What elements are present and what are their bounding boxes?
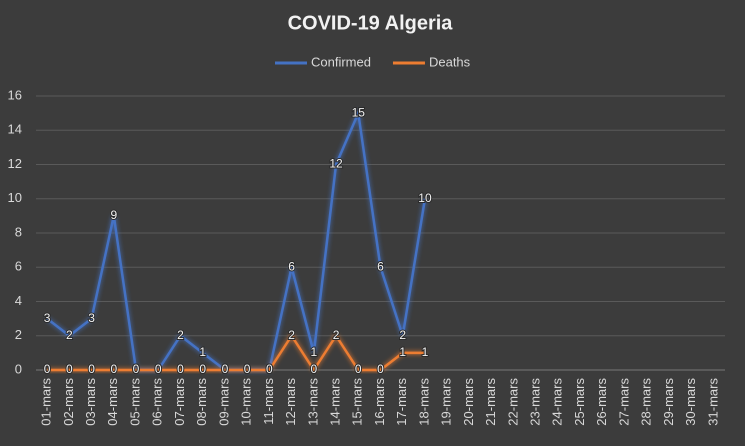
x-tick-label: 15-mars [350, 378, 365, 426]
x-tick-label: 08-mars [194, 378, 209, 426]
x-tick-label: 03-mars [83, 378, 98, 426]
y-tick-label: 2 [15, 327, 22, 342]
x-tick-label: 11-mars [261, 378, 276, 425]
y-tick-label: 0 [15, 361, 22, 376]
x-tick-label: 21-mars [483, 378, 498, 426]
legend-label: Deaths [429, 54, 471, 69]
data-label: 1 [199, 345, 206, 359]
data-label: 1 [422, 345, 429, 359]
y-tick-label: 4 [15, 293, 22, 308]
data-label: 10 [418, 191, 432, 205]
x-tick-label: 05-mars [127, 378, 142, 426]
x-tick-label: 31-mars [705, 378, 720, 426]
data-label: 0 [88, 362, 95, 376]
data-label: 0 [377, 362, 384, 376]
x-tick-label: 16-mars [372, 378, 387, 426]
data-label: 2 [177, 328, 184, 342]
data-label: 0 [155, 362, 162, 376]
data-label: 3 [88, 311, 95, 325]
data-label: 0 [66, 362, 73, 376]
x-tick-label: 29-mars [661, 378, 676, 426]
x-tick-label: 30-mars [683, 378, 698, 426]
y-tick-label: 14 [8, 122, 22, 137]
data-label: 1 [399, 345, 406, 359]
x-tick-label: 23-mars [528, 378, 543, 426]
chart-title: COVID-19 Algeria [288, 12, 454, 34]
data-label: 2 [66, 328, 73, 342]
data-label: 0 [355, 362, 362, 376]
data-label: 0 [110, 362, 117, 376]
x-tick-label: 04-mars [105, 378, 120, 426]
data-label: 0 [266, 362, 273, 376]
data-label: 2 [288, 328, 295, 342]
x-tick-label: 19-mars [439, 378, 454, 426]
data-label: 0 [222, 362, 229, 376]
data-label: 6 [288, 259, 295, 273]
x-tick-label: 09-mars [216, 378, 231, 426]
x-tick-label: 18-mars [416, 378, 431, 426]
x-tick-label: 12-mars [283, 378, 298, 426]
data-label: 0 [177, 362, 184, 376]
data-label: 0 [199, 362, 206, 376]
data-label: 0 [310, 362, 317, 376]
y-tick-label: 6 [15, 259, 22, 274]
data-label: 0 [244, 362, 251, 376]
data-label: 2 [399, 328, 406, 342]
x-tick-label: 25-mars [572, 378, 587, 426]
data-label: 0 [44, 362, 51, 376]
x-tick-label: 07-mars [172, 378, 187, 426]
data-label: 3 [44, 311, 51, 325]
x-tick-label: 17-mars [394, 378, 409, 426]
data-label: 12 [329, 157, 343, 171]
x-tick-label: 24-mars [550, 378, 565, 426]
x-tick-label: 26-mars [594, 378, 609, 426]
data-label: 0 [133, 362, 140, 376]
y-tick-label: 16 [8, 87, 22, 102]
series-line [47, 333, 425, 373]
x-tick-label: 02-mars [61, 378, 76, 426]
x-tick-label: 20-mars [461, 378, 476, 426]
data-label: 0 [133, 362, 140, 376]
data-label: 9 [110, 208, 117, 222]
x-tick-label: 06-mars [150, 378, 165, 426]
data-label: 2 [333, 328, 340, 342]
data-label: 0 [266, 362, 273, 376]
x-tick-label: 27-mars [616, 378, 631, 426]
data-label: 15 [352, 105, 366, 119]
x-tick-label: 10-mars [239, 378, 254, 426]
y-tick-label: 8 [15, 224, 22, 239]
x-tick-label: 28-mars [639, 378, 654, 426]
y-tick-label: 10 [8, 190, 22, 205]
legend-label: Confirmed [311, 54, 371, 69]
x-tick-label: 22-mars [505, 378, 520, 426]
data-label: 0 [155, 362, 162, 376]
y-tick-label: 12 [8, 156, 22, 171]
x-tick-label: 01-mars [39, 378, 54, 426]
data-label: 1 [310, 345, 317, 359]
data-label: 0 [222, 362, 229, 376]
data-label: 0 [244, 362, 251, 376]
x-tick-label: 14-mars [327, 378, 342, 426]
data-label: 6 [377, 259, 384, 273]
x-tick-label: 13-mars [305, 378, 320, 426]
